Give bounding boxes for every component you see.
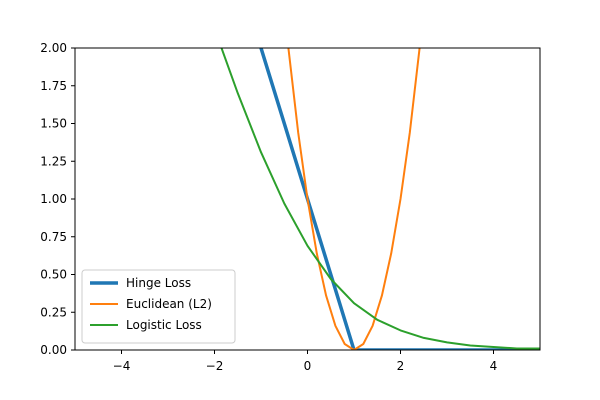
series-line-3	[220, 48, 540, 350]
x-tick-label: 0	[304, 359, 312, 373]
y-tick-label: 1.00	[40, 192, 67, 206]
y-tick-label: 0.75	[40, 230, 67, 244]
x-tick-label: 2	[397, 359, 405, 373]
x-axis: −4 −2 0 2 4	[113, 350, 498, 373]
series-line-2	[287, 48, 421, 350]
legend-label: Euclidean (L2)	[126, 297, 212, 311]
y-tick-label: 1.25	[40, 154, 67, 168]
x-tick-label: 4	[490, 359, 498, 373]
legend-label: Logistic Loss	[126, 318, 202, 332]
series-line-1	[259, 48, 540, 350]
series-layer	[220, 48, 540, 350]
x-tick-label: −4	[113, 359, 131, 373]
y-tick-label: 1.75	[40, 79, 67, 93]
legend: Hinge Loss Euclidean (L2) Logistic Loss	[81, 269, 236, 344]
legend-label: Hinge Loss	[126, 276, 191, 290]
y-tick-label: 0.25	[40, 305, 67, 319]
y-tick-label: 2.00	[40, 41, 67, 55]
x-tick-label: −2	[206, 359, 224, 373]
legend-box	[81, 269, 236, 344]
y-tick-label: 0.00	[40, 343, 67, 357]
y-tick-label: 1.50	[40, 117, 67, 131]
y-tick-label: 0.50	[40, 268, 67, 282]
y-axis: 0.00 0.25 0.50 0.75 1.00 1.25 1.50 1.75 2.00	[40, 41, 75, 357]
